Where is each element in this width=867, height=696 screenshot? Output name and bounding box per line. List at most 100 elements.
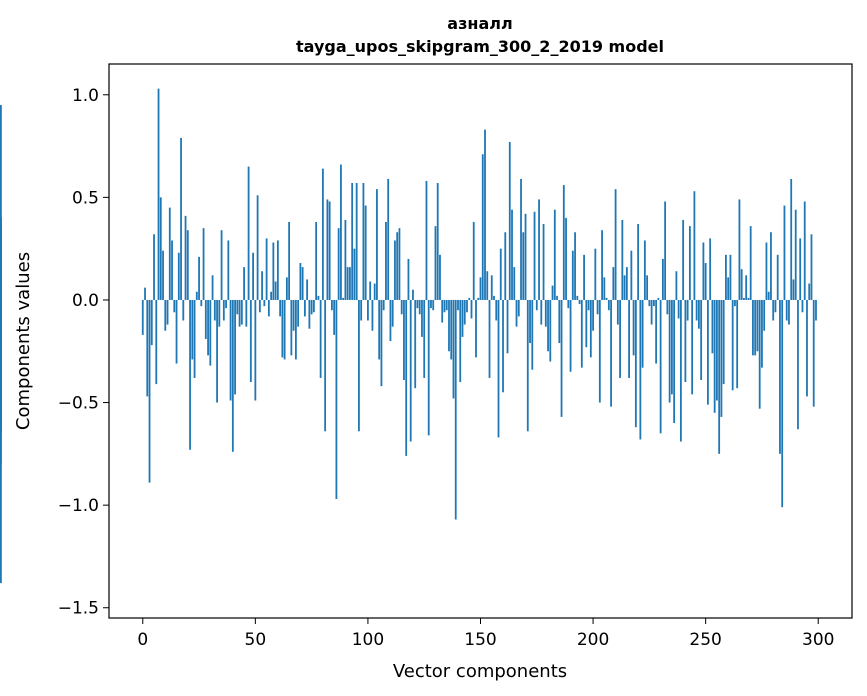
bar-229 [657, 297, 660, 300]
bar-57 [270, 291, 273, 300]
bar-246 [695, 299, 698, 321]
bar-72 [303, 299, 306, 317]
bar-140 [457, 299, 459, 311]
bar-54 [263, 299, 266, 307]
bar-86 [335, 299, 338, 499]
bar-87 [337, 228, 340, 300]
bar-189 [567, 299, 570, 309]
bar-279 [770, 232, 772, 300]
bar-276 [763, 299, 766, 331]
bar-97 [360, 299, 363, 321]
bar-28 [204, 299, 207, 339]
bar-214 [623, 275, 626, 300]
bar-36 [222, 299, 225, 321]
bar-249 [702, 242, 705, 300]
bar-124 [421, 299, 423, 337]
bar-292 [799, 238, 802, 300]
x-tick-label: 150 [464, 630, 496, 650]
bar-235 [670, 299, 673, 395]
bar-163 [508, 141, 511, 300]
bar-270 [749, 226, 752, 300]
bar-13 [171, 240, 173, 300]
bar-196 [583, 254, 585, 300]
bar-77 [315, 221, 318, 300]
bar-136 [448, 299, 450, 352]
bar-109 [387, 178, 390, 300]
chart-subtitle: tayga_upos_skipgram_300_2_2019 model [296, 37, 664, 56]
y-tick-label: −1.0 [58, 496, 99, 516]
bar-166 [515, 299, 518, 327]
bar-33 [216, 299, 218, 403]
bar-182 [551, 285, 554, 300]
chart-title: азналл [447, 14, 512, 33]
bar-4 [150, 299, 153, 346]
bar-112 [394, 240, 396, 300]
bar-96 [358, 299, 360, 432]
bar-216 [628, 299, 630, 378]
bar-55 [265, 238, 268, 300]
bar-48 [249, 299, 252, 383]
bar-200 [592, 299, 594, 331]
bar-281 [774, 299, 777, 313]
bar-231 [661, 258, 664, 300]
bar-118 [407, 258, 410, 300]
bar-44 [240, 299, 243, 325]
bar-195 [580, 299, 583, 368]
bar-298 [812, 299, 815, 407]
bar-164 [511, 209, 513, 300]
bar-115 [400, 299, 403, 315]
bar-274 [758, 299, 761, 409]
bar-269 [747, 297, 750, 300]
x-tick-label: 0 [137, 630, 148, 650]
bar-34 [218, 299, 221, 327]
bar-79 [319, 299, 322, 378]
bar-289 [792, 279, 795, 300]
x-tick-label: 200 [577, 630, 609, 650]
bar-177 [540, 299, 543, 325]
bar-81 [324, 299, 327, 432]
bar-45 [243, 267, 245, 300]
bar-67 [292, 299, 295, 331]
bar-242 [686, 299, 689, 321]
bar-148 [475, 299, 477, 358]
bar-299 [815, 299, 817, 321]
bar-193 [576, 295, 579, 300]
bar-181 [549, 299, 552, 362]
bar-101 [369, 281, 372, 300]
bar-76 [312, 299, 315, 313]
bar-254 [713, 299, 716, 413]
bar-undefined [0, 299, 2, 432]
bar-232 [664, 201, 667, 300]
bar-69 [297, 299, 300, 327]
bar-123 [418, 299, 421, 315]
bar-191 [571, 250, 574, 300]
axis-ticks: 0 50 100 150 200 250 300 −1.5 −1.0 −0.5 0.0 0.5 1.0 [58, 86, 835, 650]
bar-169 [522, 232, 525, 300]
bar-130 [434, 226, 437, 300]
bar-288 [790, 178, 793, 300]
bar-1 [144, 287, 146, 300]
bar-82 [326, 199, 329, 300]
y-axis-label: Components values [13, 252, 34, 430]
bar-291 [797, 299, 799, 430]
bar-84 [331, 299, 333, 311]
bar-43 [238, 299, 241, 327]
bar-202 [596, 299, 599, 315]
bar-119 [409, 299, 412, 442]
bar-134 [443, 299, 446, 313]
bar-53 [261, 271, 263, 300]
bar-277 [765, 242, 768, 300]
bar-21 [189, 299, 191, 450]
bar-280 [772, 299, 775, 321]
bar-286 [785, 299, 788, 321]
bar-284 [781, 299, 784, 508]
bar-71 [301, 267, 304, 300]
bar-129 [432, 299, 435, 311]
bar-90 [344, 219, 347, 300]
bar-61 [279, 299, 282, 317]
bar-178 [542, 224, 545, 300]
bar-153 [486, 271, 489, 300]
bar-88 [340, 164, 342, 300]
bar-47 [247, 166, 250, 300]
bar-41 [234, 299, 236, 395]
